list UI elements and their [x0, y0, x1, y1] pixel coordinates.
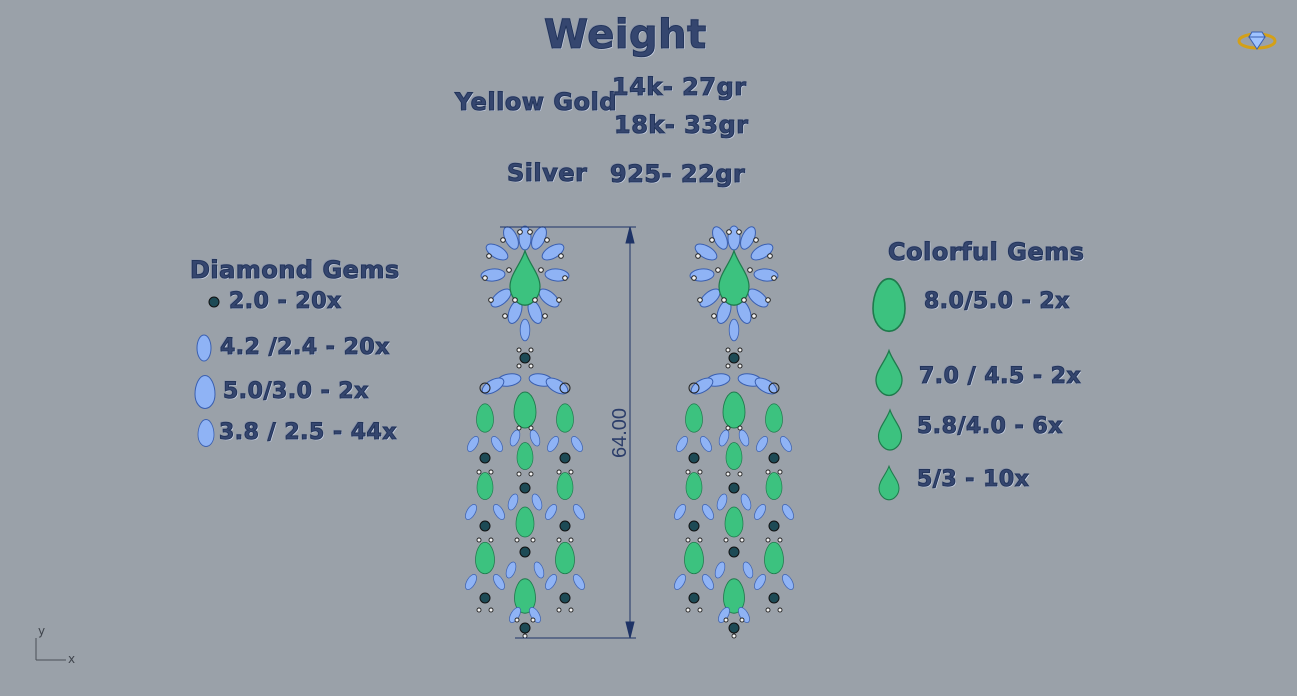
colorful-gems-heading: Colorful Gems — [888, 238, 1085, 267]
pear-icon — [877, 409, 903, 451]
marquise-icon — [196, 334, 212, 362]
silver-925-weight: 925- 22gr — [609, 160, 746, 189]
pear-icon — [197, 419, 215, 447]
colorful-item-label: 5/3 - 10x — [916, 467, 1030, 493]
pear-icon — [872, 277, 906, 333]
pear-icon — [878, 465, 900, 501]
earring-left — [463, 225, 587, 638]
gold-18k-weight: 18k- 33gr — [614, 111, 749, 140]
diamond-item-label: 3.8 / 2.5 - 44x — [218, 420, 398, 446]
earring-right — [672, 225, 796, 638]
yellow-gold-label: Yellow Gold — [454, 88, 618, 117]
silver-label: Silver — [507, 159, 588, 188]
round-icon — [208, 296, 220, 308]
dimension-value: 64.00 — [609, 408, 631, 458]
diamond-item-label: 5.0/3.0 - 2x — [223, 379, 369, 405]
axis-indicator — [35, 638, 66, 661]
colorful-item-label: 5.8/4.0 - 6x — [917, 414, 1063, 440]
weight-title: Weight — [544, 12, 707, 59]
diamond-item-label: 2.0 - 20x — [229, 289, 342, 315]
pear-icon — [875, 349, 903, 397]
pear-icon — [194, 374, 216, 410]
ring-logo-icon — [1237, 31, 1277, 50]
diamond-legend-icons — [194, 296, 220, 447]
axis-x-label: x — [68, 652, 75, 666]
axis-y-label: y — [38, 624, 45, 638]
dimension-line — [500, 226, 636, 639]
colorful-item-label: 8.0/5.0 - 2x — [924, 289, 1070, 315]
colorful-item-label: 7.0 / 4.5 - 2x — [918, 364, 1082, 390]
diamond-gems-heading: Diamond Gems — [190, 256, 400, 285]
diamond-item-label: 4.2 /2.4 - 20x — [220, 335, 390, 361]
gold-14k-weight: 14k- 27gr — [612, 73, 747, 102]
colorful-legend-icons — [872, 277, 906, 501]
